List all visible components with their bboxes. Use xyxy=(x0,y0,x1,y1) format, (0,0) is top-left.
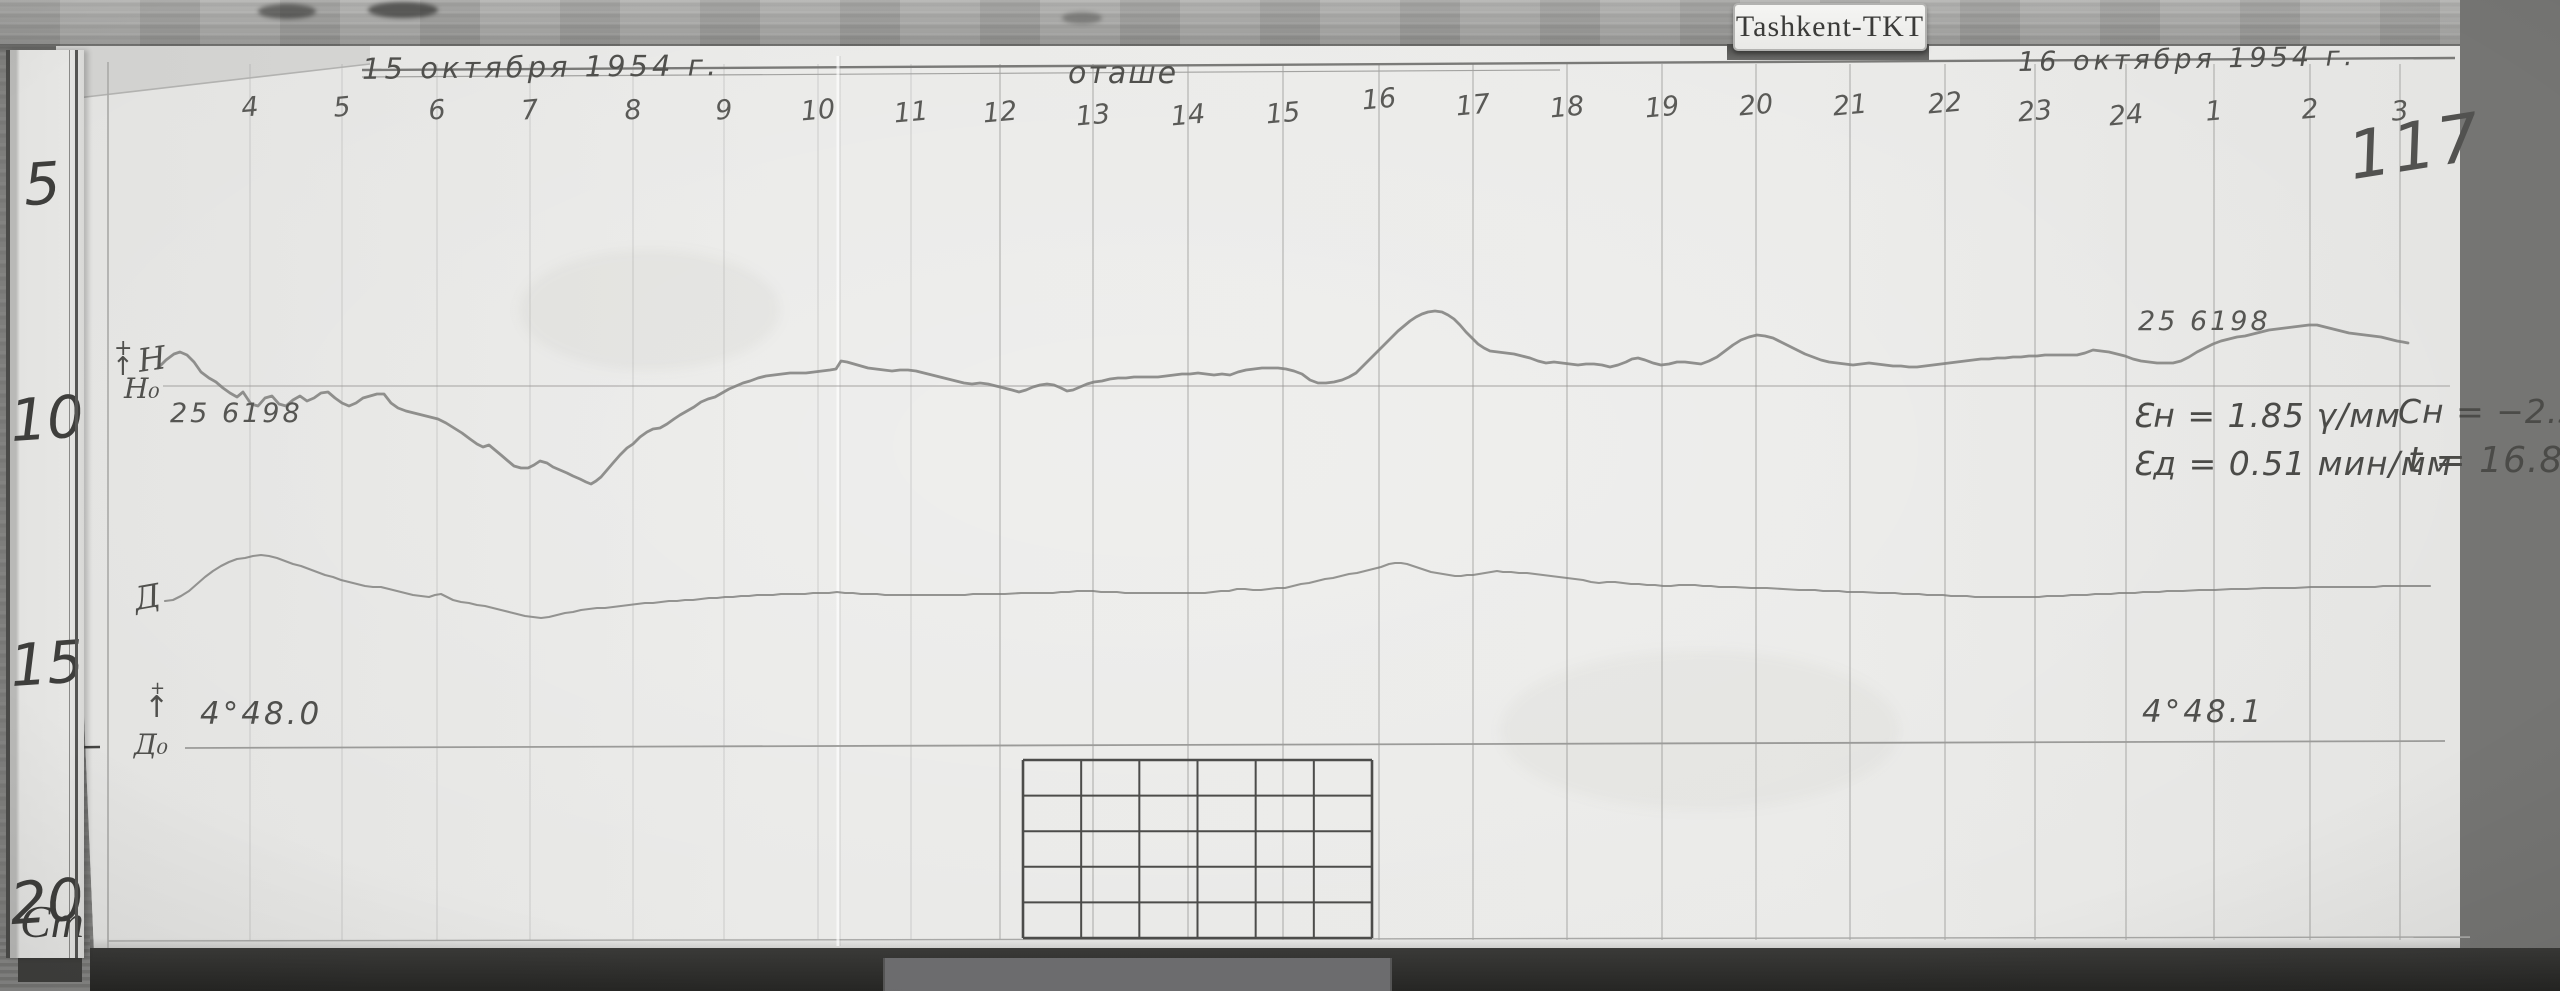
annotation-eps-h: Ɛн = 1.85 γ/мм xyxy=(2132,396,2401,435)
hour-label-24: 24 xyxy=(2107,98,2145,133)
d-baseline xyxy=(184,740,2446,749)
hour-label-22: 22 xyxy=(1926,86,1964,121)
wood-knot-smudge xyxy=(368,2,438,18)
h-plus-mark: + xyxy=(114,336,133,361)
station-label-plate: Tashkent-TKT xyxy=(1733,3,1927,51)
hour-label-20: 20 xyxy=(1737,88,1775,123)
wood-knot-smudge xyxy=(258,4,316,19)
hour-label-23: 23 xyxy=(2016,94,2054,129)
hour-label-2: 2 xyxy=(2300,93,2320,126)
h-baseline-label: H₀ xyxy=(124,372,160,405)
top-rule-line-2 xyxy=(361,69,1561,78)
annotation-temperature: t = 16.8° xyxy=(2408,440,2560,481)
hour-gridlines xyxy=(249,64,2401,940)
hour-label-19: 19 xyxy=(1643,90,1681,125)
h-scale-value-left: 25 6198 xyxy=(170,398,303,429)
handwritten-word: оташе xyxy=(1068,56,1179,91)
paper-stain xyxy=(520,250,780,370)
h-arrow-icon: ↑ xyxy=(112,352,134,382)
date-right: 16 октября 1954 г. xyxy=(2017,41,2357,78)
ruler-mark-15: 15 xyxy=(7,627,87,701)
top-rule-line xyxy=(361,56,2456,72)
hour-label-6: 6 xyxy=(427,94,447,127)
hour-label-11: 11 xyxy=(892,95,930,130)
date-left: 15 октября 1954 г. xyxy=(361,48,721,86)
station-label-text: Tashkent-TKT xyxy=(1735,10,1925,43)
d-arrow-icon: ↑ xyxy=(144,690,170,725)
ruler-mark-10: 10 xyxy=(7,382,87,456)
annotation-eps-d: Ɛд = 0.51 мин/мм xyxy=(2132,444,2453,483)
paper-stain xyxy=(1500,650,1900,810)
blank-table-grid xyxy=(1021,758,1374,940)
bottom-light-block xyxy=(883,958,1392,991)
hour-label-1: 1 xyxy=(2204,95,2224,128)
d-plus-mark: + xyxy=(150,678,166,699)
hour-label-15: 15 xyxy=(1264,96,1302,131)
ruler-unit-label: Cm xyxy=(20,896,84,947)
hour-label-4: 4 xyxy=(240,91,260,124)
annotation-c-h: Сн = −2.3 γ/гр. xyxy=(2398,392,2560,431)
h-scale-value-right: 25 6198 xyxy=(2138,306,2271,337)
hour-label-10: 10 xyxy=(799,93,837,128)
hour-label-21: 21 xyxy=(1831,88,1869,123)
hour-label-7: 7 xyxy=(520,94,540,127)
hour-label-8: 8 xyxy=(623,94,643,127)
wood-knot-smudge xyxy=(1062,12,1102,24)
ruler-mark-5: 5 xyxy=(21,148,63,220)
hour-label-12: 12 xyxy=(981,95,1019,130)
d-baseline-label: Д₀ xyxy=(134,728,168,761)
d-base-value-right: 4°48.1 xyxy=(2142,694,2265,730)
hour-label-9: 9 xyxy=(714,94,734,127)
hour-label-16: 16 xyxy=(1360,82,1398,117)
overlap-edge-line xyxy=(59,63,371,101)
wood-right-panel xyxy=(2460,0,2560,991)
hour-label-13: 13 xyxy=(1074,98,1112,133)
magnetogram-traces xyxy=(156,309,2432,620)
hour-label-18: 18 xyxy=(1548,90,1586,125)
h-trace-curve xyxy=(156,309,2410,486)
hour-label-5: 5 xyxy=(332,91,352,124)
hour-label-17: 17 xyxy=(1454,88,1492,123)
d-trace-curve xyxy=(163,553,2432,620)
hour-label-14: 14 xyxy=(1169,98,1207,133)
photographic-ruler: 5 10 15 20 Cm xyxy=(6,50,87,958)
d-base-value-left: 4°48.0 xyxy=(200,696,323,732)
